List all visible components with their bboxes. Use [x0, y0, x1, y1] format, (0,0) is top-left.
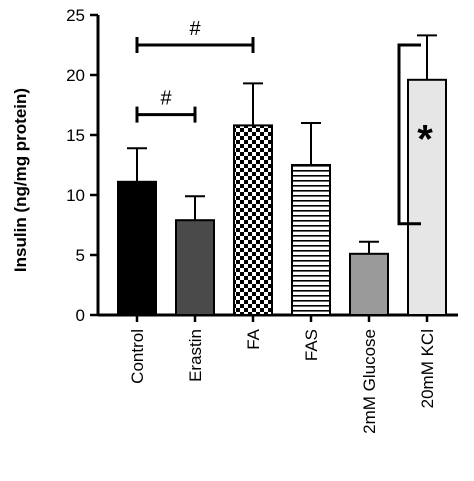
- y-tick-label: 10: [66, 186, 85, 205]
- y-tick-label: 15: [66, 126, 85, 145]
- bar-fa: [233, 124, 273, 317]
- x-tick-label: FAS: [302, 329, 321, 361]
- x-tick-label: 2mM Glucose: [360, 329, 379, 434]
- sig-bracket-vertical: [397, 43, 421, 226]
- x-tick-label: Erastin: [186, 329, 205, 382]
- y-tick-label: 20: [66, 66, 85, 85]
- y-tick-label: 25: [66, 6, 85, 25]
- significance-mark: *: [417, 117, 433, 161]
- x-tick-label: 20mM KCl: [418, 329, 437, 408]
- significance-mark: #: [160, 88, 172, 110]
- bar-erastin: [175, 219, 215, 316]
- y-axis-label: Insulin (ng/mg protein): [11, 88, 30, 272]
- bar-20mm-kcl: [407, 78, 447, 316]
- y-tick-label: 5: [76, 246, 85, 265]
- bar-control: [117, 180, 157, 316]
- x-tick-label: FA: [244, 328, 263, 349]
- bar-fas: [291, 164, 331, 316]
- x-tick-label: Control: [128, 329, 147, 384]
- bar-2mm-glucose: [349, 252, 389, 317]
- significance-mark: #: [189, 18, 201, 40]
- y-tick-label: 0: [76, 306, 85, 325]
